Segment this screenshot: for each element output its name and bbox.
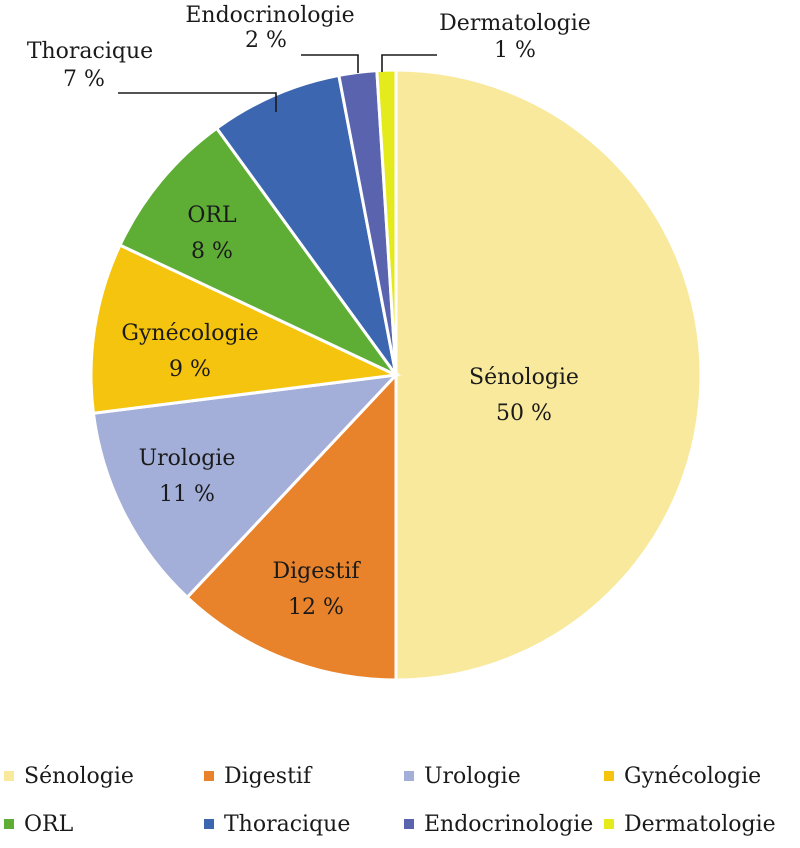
slice-label-thoracique: Thoracique (27, 39, 153, 64)
legend-item-dermatologie: Dermatologie (600, 812, 800, 837)
legend-swatch (204, 819, 214, 829)
slice-value-dermatologie: 1 % (494, 38, 536, 63)
slice-value-orl: 8 % (191, 239, 233, 264)
leader-line-dermatologie (381, 54, 437, 72)
legend-swatch (604, 771, 614, 781)
leader-lines (118, 54, 437, 112)
pie-slice-urologie (91, 372, 400, 600)
legend-label: Thoracique (224, 811, 351, 837)
slice-label-endocrinologie: Endocrinologie (185, 3, 354, 28)
pie-slice-orl (118, 126, 398, 377)
legend-swatch (404, 819, 414, 829)
pie-slice-digestif (185, 371, 398, 682)
leader-line-thoracique (118, 92, 277, 112)
slice-label-orl: ORL (187, 203, 237, 228)
legend-swatch (204, 771, 214, 781)
slice-label-urologie: Urologie (139, 446, 236, 471)
legend-row: ORL Thoracique Endocrinologie Dermatolog… (0, 800, 800, 848)
legend-label: Gynécologie (624, 763, 762, 789)
slice-value-senologie: 50 % (496, 401, 552, 426)
legend-swatch (4, 819, 14, 829)
slice-label-gynecologie: Gynécologie (121, 321, 258, 346)
legend-swatch (604, 819, 614, 829)
legend: Sénologie Digestif Urologie Gynécologie … (0, 752, 800, 848)
legend-item-digestif: Digestif (200, 764, 400, 789)
legend-swatch (404, 771, 414, 781)
legend-item-senologie: Sénologie (0, 764, 200, 789)
slice-value-digestif: 12 % (288, 595, 344, 620)
legend-item-gynecologie: Gynécologie (600, 764, 800, 789)
legend-label: Urologie (424, 763, 521, 789)
slice-labels: Sénologie 50 % Digestif 12 % Urologie 11 % Gyn… (27, 3, 591, 620)
pie-slice-dermatologie (375, 68, 398, 376)
legend-label: Dermatologie (624, 811, 776, 837)
legend-item-thoracique: Thoracique (200, 812, 400, 837)
legend-swatch (4, 771, 14, 781)
slice-label-digestif: Digestif (272, 559, 361, 584)
slice-value-thoracique: 7 % (63, 67, 105, 92)
legend-label: Endocrinologie (424, 811, 594, 837)
pie-slices (89, 68, 703, 682)
legend-label: Digestif (224, 763, 312, 789)
pie-slice-thoracique (214, 73, 398, 376)
slice-value-gynecologie: 9 % (169, 357, 211, 382)
legend-item-urologie: Urologie (400, 764, 600, 789)
legend-item-endocrinologie: Endocrinologie (400, 812, 600, 837)
slice-value-urologie: 11 % (159, 482, 215, 507)
legend-item-orl: ORL (0, 812, 200, 837)
legend-label: Sénologie (24, 763, 134, 789)
slice-label-dermatologie: Dermatologie (439, 11, 591, 36)
legend-row: Sénologie Digestif Urologie Gynécologie (0, 752, 800, 800)
legend-label: ORL (24, 811, 74, 837)
pie-slice-senologie (394, 68, 703, 682)
leader-line-endocrinologie (301, 54, 359, 73)
slice-value-endocrinologie: 2 % (245, 28, 287, 53)
pie-slice-gynecologie (89, 243, 402, 415)
slice-label-senologie: Sénologie (469, 365, 579, 390)
